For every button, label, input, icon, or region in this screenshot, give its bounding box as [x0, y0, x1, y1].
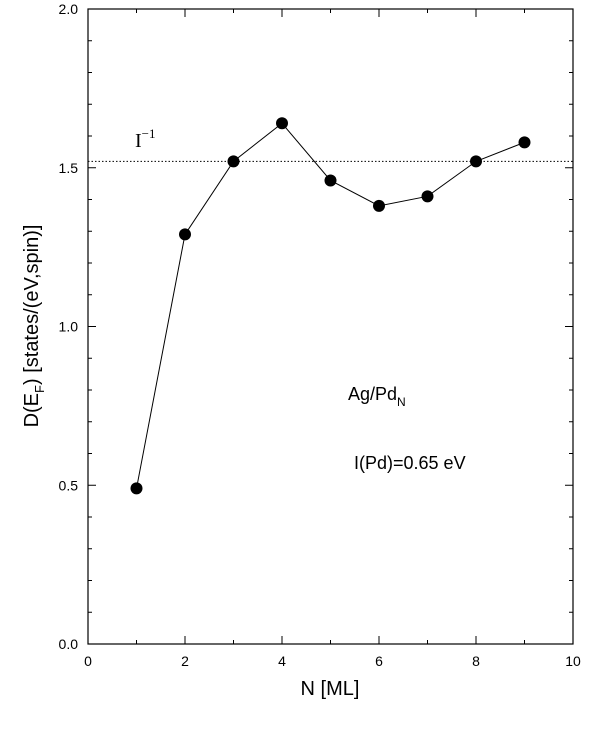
y-tick-label: 2.0 [59, 1, 79, 17]
x-axis-title: N [ML] [301, 678, 360, 700]
x-tick-label: 0 [84, 653, 92, 669]
parameter-annotation: I(Pd)=0.65 eV [354, 453, 466, 473]
x-tick-label: 10 [565, 653, 581, 669]
axis-tick-labels: 0 2 4 6 8 10 0.0 0.5 1.0 1.5 2.0 [59, 1, 581, 669]
data-point [276, 117, 288, 130]
reference-line-label: I−1 [135, 126, 156, 152]
data-point [227, 155, 240, 168]
y-tick-label: 0.5 [59, 477, 79, 493]
x-tick-label: 4 [278, 653, 286, 669]
data-point [179, 228, 191, 241]
x-tick-label: 6 [375, 653, 383, 669]
data-point [518, 136, 531, 149]
x-tick-label: 8 [472, 653, 480, 669]
data-point [421, 190, 434, 203]
series-points [130, 117, 531, 495]
y-tick-label: 0.0 [59, 636, 79, 652]
x-tick-label: 2 [181, 653, 189, 669]
data-point [470, 155, 482, 168]
y-tick-label: 1.5 [59, 160, 79, 176]
axis-ticks [87, 8, 574, 645]
data-point [324, 174, 337, 187]
y-axis-title: D(EF) [states/(eV,spin)] [21, 225, 47, 428]
plot-frame [87, 8, 574, 645]
y-tick-label: 1.0 [59, 319, 79, 335]
data-point [373, 199, 385, 212]
system-annotation: Ag/PdN [348, 384, 406, 409]
data-point [130, 482, 143, 495]
